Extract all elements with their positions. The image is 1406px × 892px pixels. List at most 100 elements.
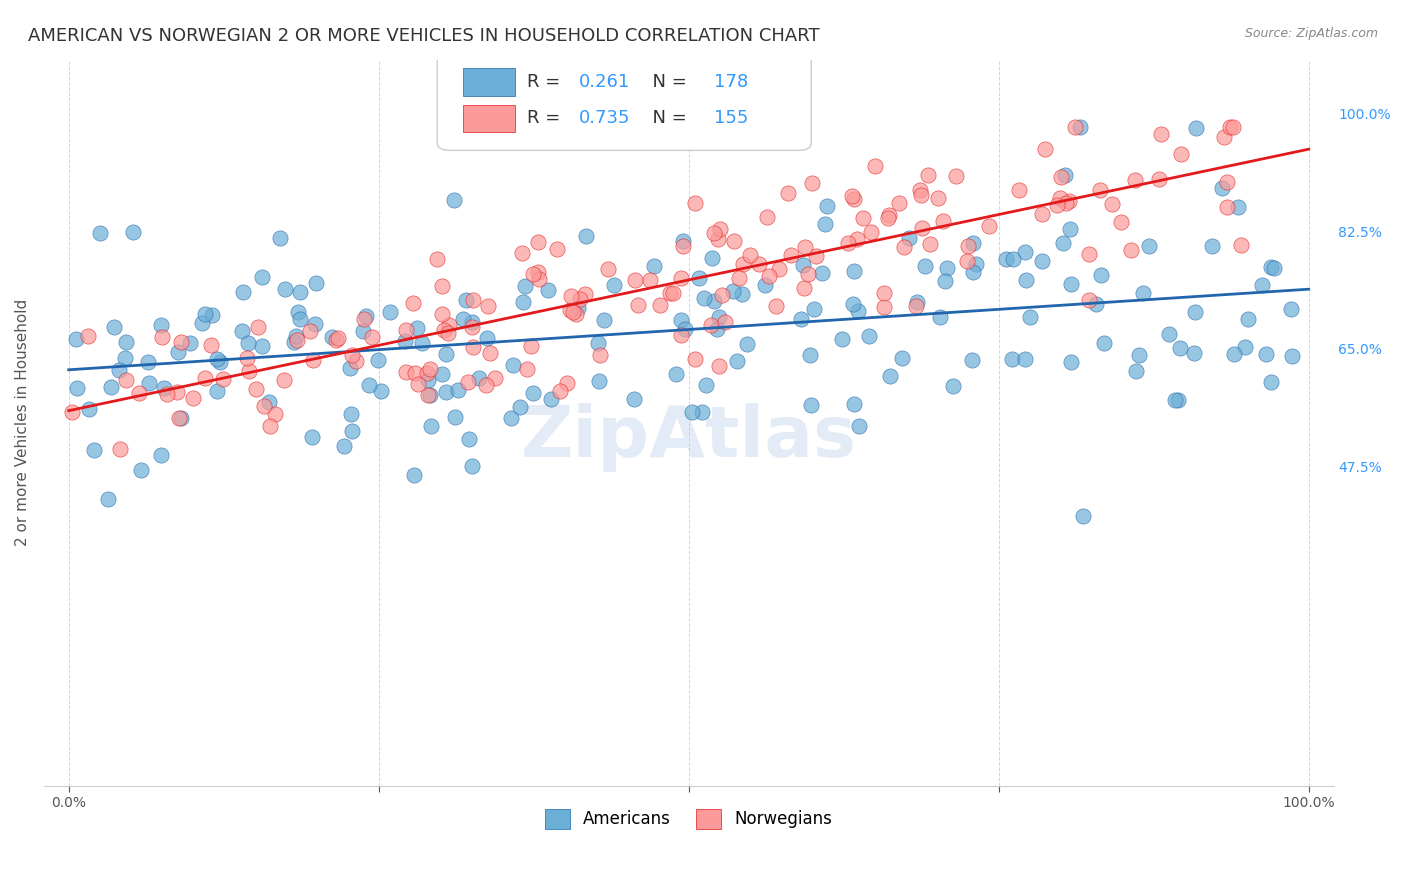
Norwegians bbox=[1123, 173, 1146, 187]
Americans bbox=[811, 266, 834, 280]
Norwegians bbox=[842, 192, 865, 206]
Americans bbox=[593, 313, 616, 327]
Americans bbox=[1031, 254, 1053, 268]
Americans bbox=[333, 439, 356, 453]
Americans bbox=[100, 379, 122, 393]
Americans bbox=[150, 448, 173, 462]
Americans bbox=[721, 284, 744, 298]
Norwegians bbox=[1046, 198, 1069, 212]
Legend: Americans, Norwegians: Americans, Norwegians bbox=[538, 802, 839, 836]
Americans bbox=[250, 339, 273, 353]
Norwegians bbox=[404, 366, 426, 380]
Americans bbox=[357, 378, 380, 392]
Americans bbox=[301, 430, 323, 444]
Americans bbox=[567, 301, 589, 316]
Americans bbox=[1226, 200, 1249, 214]
Norwegians bbox=[1109, 214, 1132, 228]
Norwegians bbox=[841, 189, 863, 203]
Norwegians bbox=[1222, 120, 1244, 134]
Norwegians bbox=[526, 265, 548, 279]
Americans bbox=[730, 287, 752, 301]
Americans bbox=[692, 291, 714, 305]
Norwegians bbox=[793, 281, 815, 295]
Americans bbox=[1015, 273, 1038, 287]
Norwegians bbox=[264, 407, 287, 421]
Norwegians bbox=[565, 307, 588, 321]
Norwegians bbox=[865, 159, 887, 173]
Norwegians bbox=[796, 267, 818, 281]
Americans bbox=[447, 383, 470, 397]
Norwegians bbox=[1230, 238, 1253, 252]
Americans bbox=[891, 351, 914, 365]
Americans bbox=[754, 278, 776, 293]
Text: AMERICAN VS NORWEGIAN 2 OR MORE VEHICLES IN HOUSEHOLD CORRELATION CHART: AMERICAN VS NORWEGIAN 2 OR MORE VEHICLES… bbox=[28, 27, 820, 45]
Americans bbox=[603, 278, 626, 293]
Norwegians bbox=[200, 337, 222, 351]
Norwegians bbox=[731, 257, 754, 271]
Americans bbox=[1168, 341, 1191, 355]
Norwegians bbox=[700, 318, 723, 333]
Norwegians bbox=[477, 299, 499, 313]
Americans bbox=[1014, 244, 1036, 259]
Norwegians bbox=[1059, 194, 1081, 209]
Norwegians bbox=[478, 346, 501, 360]
Norwegians bbox=[1216, 175, 1239, 189]
Americans bbox=[935, 260, 957, 275]
Norwegians bbox=[709, 359, 731, 373]
Norwegians bbox=[247, 320, 270, 334]
Americans bbox=[1085, 297, 1108, 311]
Americans bbox=[201, 308, 224, 322]
Americans bbox=[444, 409, 467, 424]
Americans bbox=[1185, 121, 1208, 136]
Norwegians bbox=[908, 183, 931, 197]
Norwegians bbox=[648, 298, 671, 312]
Norwegians bbox=[463, 293, 485, 307]
Americans bbox=[451, 312, 474, 326]
Norwegians bbox=[560, 302, 582, 317]
Norwegians bbox=[395, 323, 418, 337]
Americans bbox=[1054, 168, 1077, 182]
Americans bbox=[1260, 375, 1282, 389]
Norwegians bbox=[150, 329, 173, 343]
Americans bbox=[669, 313, 692, 327]
Norwegians bbox=[1054, 196, 1077, 211]
Norwegians bbox=[425, 252, 447, 266]
Americans bbox=[443, 194, 465, 208]
Americans bbox=[962, 236, 984, 251]
Americans bbox=[430, 367, 453, 381]
Americans bbox=[695, 378, 717, 392]
Americans bbox=[1125, 364, 1147, 378]
Norwegians bbox=[562, 305, 585, 319]
Americans bbox=[97, 492, 120, 507]
Norwegians bbox=[779, 248, 801, 262]
Americans bbox=[208, 355, 231, 369]
Americans bbox=[83, 442, 105, 457]
Americans bbox=[965, 257, 987, 271]
Americans bbox=[191, 317, 214, 331]
Norwegians bbox=[728, 271, 751, 285]
Norwegians bbox=[510, 245, 533, 260]
Norwegians bbox=[669, 328, 692, 343]
Americans bbox=[1182, 345, 1205, 359]
Norwegians bbox=[475, 377, 498, 392]
Text: 155: 155 bbox=[714, 110, 749, 128]
Norwegians bbox=[461, 341, 484, 355]
Norwegians bbox=[1088, 183, 1111, 197]
Norwegians bbox=[548, 384, 571, 398]
Americans bbox=[1094, 336, 1116, 351]
Americans bbox=[1157, 326, 1180, 341]
Americans bbox=[1071, 509, 1094, 524]
FancyBboxPatch shape bbox=[437, 53, 811, 151]
Americans bbox=[790, 312, 813, 326]
Americans bbox=[1059, 222, 1081, 236]
Norwegians bbox=[325, 334, 347, 348]
Americans bbox=[339, 360, 361, 375]
Americans bbox=[232, 285, 254, 300]
Text: N =: N = bbox=[641, 110, 693, 128]
Norwegians bbox=[931, 214, 953, 228]
Americans bbox=[1132, 286, 1154, 301]
Norwegians bbox=[662, 286, 685, 301]
Americans bbox=[404, 468, 426, 483]
Text: 0.261: 0.261 bbox=[579, 73, 630, 91]
Text: 178: 178 bbox=[714, 73, 749, 91]
